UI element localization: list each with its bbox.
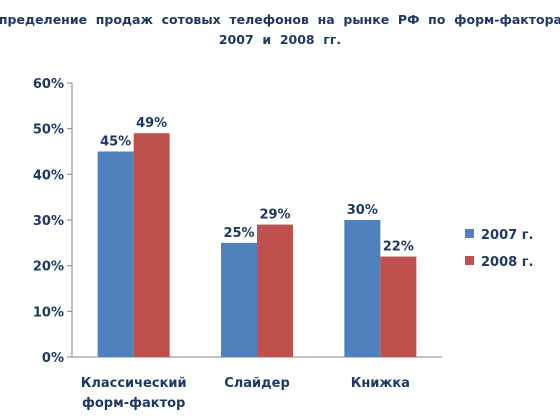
y-tick-label: 0% [42, 351, 64, 366]
x-axis-categories: Классический форм-фактор Слайдер Книжка [81, 376, 410, 411]
data-label: 29% [259, 208, 290, 223]
legend: 2007 г. 2008 г. [465, 228, 533, 270]
legend-swatch [465, 229, 474, 238]
data-label: 49% [136, 116, 167, 131]
category-label: форм-фактор [82, 396, 185, 411]
bar [344, 220, 381, 357]
bars [97, 133, 417, 357]
chart-title-line: Распределение продаж сотовых телефонов н… [0, 12, 560, 27]
y-tick-label: 20% [33, 260, 64, 275]
y-tick-label: 40% [33, 168, 64, 183]
y-tick-label: 50% [33, 123, 64, 138]
bar [257, 224, 293, 357]
legend-swatch [465, 256, 474, 265]
bar [97, 151, 134, 357]
category-label: Слайдер [224, 376, 290, 391]
data-label: 45% [100, 135, 131, 150]
chart-title-line: 2007 и 2008 гг. [219, 32, 341, 47]
data-label: 22% [383, 240, 414, 255]
bar [380, 256, 417, 357]
legend-label: 2008 г. [481, 255, 533, 270]
chart-title: Распределение продаж сотовых телефонов н… [0, 12, 560, 47]
y-tick-label: 10% [33, 305, 64, 320]
bar [133, 133, 170, 357]
data-label: 30% [347, 203, 378, 218]
legend-label: 2007 г. [481, 228, 533, 243]
y-tick-label: 30% [33, 214, 64, 229]
y-tick-label: 60% [33, 77, 64, 92]
data-labels: 45% 49% 25% 29% 30% 22% [100, 116, 414, 254]
bar [221, 242, 257, 357]
category-label: Книжка [351, 376, 410, 391]
data-label: 25% [223, 226, 254, 241]
category-label: Классический [81, 376, 187, 391]
